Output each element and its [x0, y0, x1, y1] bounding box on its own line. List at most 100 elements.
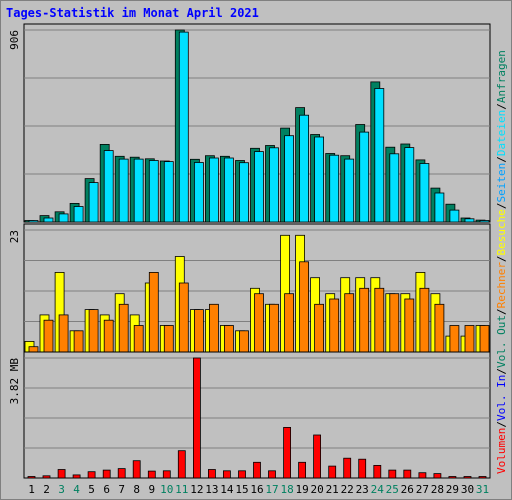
bar-volumen-day-11 [177, 450, 186, 479]
bar-volumen-day-31 [478, 476, 487, 479]
bar-rechner-day-22 [344, 293, 355, 353]
x-tick-label: 29 [446, 483, 459, 496]
bar-dateien-day-21 [329, 154, 340, 223]
bar-dateien-day-16 [254, 151, 264, 223]
bar-dateien-day-2 [43, 217, 54, 223]
bar-dateien-day-18 [284, 135, 295, 223]
bar-rechner-day-15 [239, 330, 249, 353]
x-tick-label: 26 [401, 483, 414, 496]
bar-dateien-day-15 [239, 162, 249, 223]
bar-rechner-day-20 [314, 303, 325, 353]
bar-rechner-day-2 [43, 319, 54, 353]
bar-volumen-day-3 [57, 469, 66, 479]
x-tick-label: 27 [416, 483, 429, 496]
bar-dateien-day-7 [118, 158, 129, 223]
bar-volumen-day-13 [207, 469, 216, 479]
legend-besuche: Besuche [495, 209, 508, 255]
x-tick-label: 9 [148, 483, 155, 496]
bar-volumen-day-27 [418, 472, 427, 479]
bar-dateien-day-8 [133, 158, 144, 223]
x-tick-label: 23 [356, 483, 369, 496]
y-max-label: 23 [8, 230, 21, 243]
right-legend-text: Volumen/Vol. In/Vol. Out/Rechner/Besuche… [495, 50, 508, 474]
bar-rechner-day-4 [73, 330, 84, 353]
bar-rechner-day-31 [479, 325, 490, 353]
chart-title: Tages-Statistik im Monat April 2021 [6, 6, 259, 20]
bar-rechner-day-13 [208, 303, 219, 353]
bar-rechner-day-30 [464, 325, 475, 353]
bar-dateien-day-28 [434, 192, 445, 223]
x-tick-label: 16 [250, 483, 263, 496]
bar-volumen-day-30 [463, 476, 472, 479]
bar-volumen-day-25 [388, 469, 397, 479]
bar-rechner-day-9 [148, 271, 159, 353]
panel-visits: 23 [8, 223, 491, 353]
bar-dateien-day-5 [88, 182, 99, 223]
bar-volumen-day-4 [72, 474, 81, 479]
x-tick-label: 30 [461, 483, 474, 496]
x-tick-label: 17 [265, 483, 278, 496]
legend-separator: / [495, 308, 508, 315]
bar-dateien-day-13 [208, 157, 219, 223]
bar-dateien-day-30 [464, 218, 475, 223]
bar-volumen-day-23 [358, 458, 367, 479]
bar-rechner-day-28 [434, 303, 445, 353]
bar-rechner-day-27 [419, 287, 430, 353]
bar-dateien-day-14 [223, 157, 234, 223]
legend-separator: / [495, 421, 508, 428]
bar-volumen-day-14 [222, 470, 231, 479]
panel-volume: 3.82 MB [8, 351, 491, 479]
bar-rechner-day-11 [178, 282, 189, 353]
bar-dateien-day-29 [449, 209, 460, 223]
bar-rechner-day-6 [103, 319, 114, 353]
bar-volumen-day-26 [403, 469, 412, 479]
bar-volumen-day-2 [42, 475, 51, 479]
legend-rechner: Rechner [495, 262, 508, 309]
bar-dateien-day-4 [73, 206, 84, 223]
bar-dateien-day-6 [103, 150, 114, 223]
x-axis-day-labels: 1 2 3 4 5 6 7 8 9 10 11 12 13 14 15 16 17 18 19 20 21 22 23 24 2… [28, 483, 489, 496]
legend-separator: / [495, 368, 508, 375]
x-tick-label: 22 [341, 483, 354, 496]
bar-dateien-day-12 [193, 162, 204, 223]
bar-rechner-day-8 [133, 325, 144, 353]
legend-separator: / [495, 103, 508, 110]
bar-rechner-day-7 [118, 303, 129, 353]
bar-rechner-day-5 [88, 309, 99, 353]
bar-dateien-day-31 [479, 220, 490, 223]
right-legend: Volumen/Vol. In/Vol. Out/Rechner/Besuche… [495, 50, 508, 474]
bar-volumen-day-29 [448, 476, 457, 479]
bar-volumen-day-5 [87, 471, 96, 479]
bar-rechner-day-1 [28, 346, 39, 353]
bar-rechner-day-17 [269, 303, 279, 353]
bar-rechner-day-23 [359, 287, 370, 353]
bar-volumen-day-8 [132, 460, 141, 479]
x-tick-label: 25 [386, 483, 399, 496]
y-max-label: 906 [8, 30, 21, 50]
bar-dateien-day-17 [269, 147, 279, 223]
bar-volumen-day-28 [433, 473, 442, 479]
x-tick-label: 10 [160, 483, 173, 496]
panel-background [23, 351, 491, 479]
bar-rechner-day-29 [449, 325, 460, 353]
bar-volumen-day-1 [27, 476, 36, 479]
bar-rechner-day-18 [284, 293, 295, 353]
bar-volumen-day-9 [147, 470, 156, 479]
bar-volumen-day-6 [102, 469, 111, 479]
legend-separator: / [495, 202, 508, 209]
legend-anfragen: Anfragen [495, 50, 508, 103]
bar-rechner-day-14 [223, 325, 234, 353]
bar-volumen-day-16 [253, 461, 261, 479]
legend-separator: / [495, 156, 508, 163]
x-tick-label: 15 [235, 483, 248, 496]
bar-dateien-day-3 [58, 213, 69, 223]
x-tick-label: 14 [220, 483, 234, 496]
bar-dateien-day-10 [163, 161, 174, 223]
bar-rechner-day-12 [193, 309, 204, 353]
panel-hits: 906 [8, 23, 491, 223]
bar-rechner-day-24 [374, 287, 385, 353]
x-tick-label: 21 [326, 483, 339, 496]
legend-vol-out: Vol. Out [495, 315, 508, 368]
bar-dateien-day-19 [299, 114, 310, 223]
